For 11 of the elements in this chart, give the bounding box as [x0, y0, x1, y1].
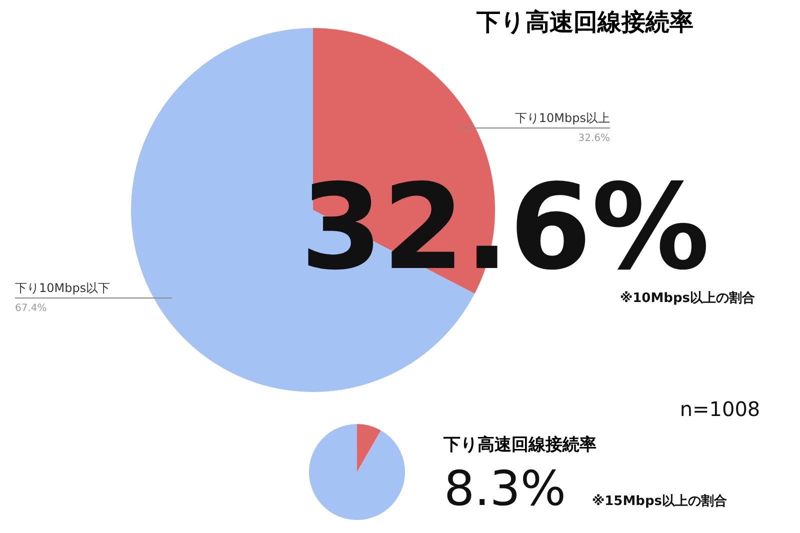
text: 8.3%	[444, 461, 566, 517]
text: 下り高速回線接続率	[442, 435, 596, 455]
slice-label: 下り10Mbps以下	[15, 281, 110, 295]
pie-slice	[357, 424, 381, 472]
text: ※15Mbps以上の割合	[592, 493, 728, 509]
pie-slice	[309, 424, 405, 520]
slice-label: 下り10Mbps以上	[514, 111, 610, 125]
chart-title: 下り高速回線接続率	[476, 8, 694, 36]
data-label: 67.4%	[15, 303, 47, 314]
text: n=1008	[680, 397, 760, 421]
data-label: 32.6%	[578, 133, 610, 144]
